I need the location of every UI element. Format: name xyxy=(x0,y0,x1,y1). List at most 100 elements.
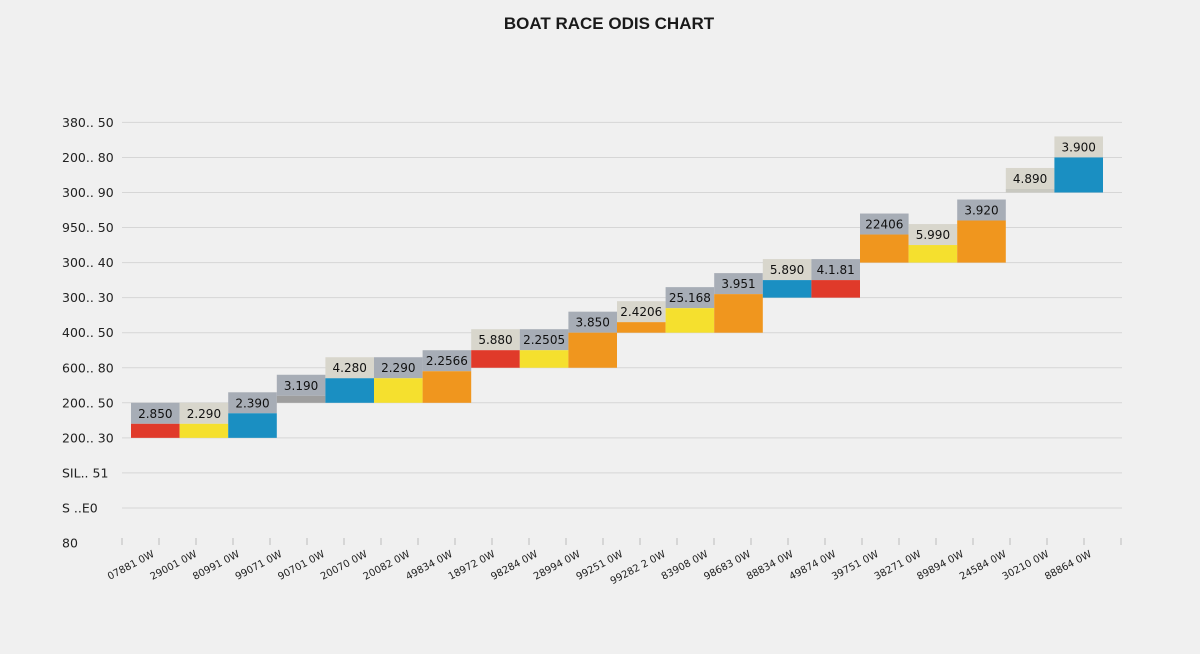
bar-body xyxy=(908,245,958,263)
bar-label-cap xyxy=(957,199,1006,221)
bar-body xyxy=(519,350,569,368)
data-label: 3.951 xyxy=(721,277,755,291)
bar: 22406 xyxy=(860,213,909,263)
x-tick-label: 99071 0W xyxy=(234,549,285,583)
bar: 3.850 xyxy=(568,311,617,368)
data-label: 2.290 xyxy=(187,407,221,421)
data-label: 3.920 xyxy=(964,204,998,218)
data-label: 3.850 xyxy=(576,316,610,330)
bar-label-cap xyxy=(422,350,472,372)
x-tick-label: 30210 0W xyxy=(1001,549,1052,583)
data-label: 2.4206 xyxy=(620,305,662,319)
bar-body xyxy=(617,322,666,333)
bar-body xyxy=(276,395,326,403)
bar-label-cap xyxy=(908,224,958,246)
data-label: 3.900 xyxy=(1062,140,1096,154)
x-tick-label: 20082 0W xyxy=(362,549,413,583)
y-tick-label: 200.. 50 xyxy=(62,395,114,410)
x-tick-label: 49834 0W xyxy=(404,549,455,583)
bar-body xyxy=(665,308,715,333)
bar: 2.2566 xyxy=(422,350,472,403)
bar: 2.290 xyxy=(179,402,229,438)
bar-label-cap xyxy=(714,273,763,295)
data-label: 4.890 xyxy=(1013,172,1047,186)
x-tick-label: 98683 0W xyxy=(702,549,753,583)
x-tick-label: 20070 0W xyxy=(319,549,370,583)
y-tick-label: 200.. 30 xyxy=(62,430,114,445)
bar-label-cap xyxy=(276,374,326,396)
bar-body xyxy=(422,371,472,403)
data-label: 4.1.81 xyxy=(817,263,855,277)
x-tick-label: 18972 0W xyxy=(447,549,498,583)
bar: 5.880 xyxy=(471,329,520,368)
bar: 2.850 xyxy=(131,402,180,438)
bar: 2.2505 xyxy=(519,329,569,368)
bar: 2.4206 xyxy=(617,301,666,333)
bar-body xyxy=(179,423,229,438)
bar-body xyxy=(811,280,860,298)
x-tick-label: 89894 0W xyxy=(915,549,966,583)
x-tick-label: 24584 0W xyxy=(958,549,1009,583)
data-label: 3.190 xyxy=(284,379,318,393)
bar: 5.890 xyxy=(762,259,812,298)
bar-label-cap xyxy=(179,402,229,424)
bar-label-cap xyxy=(374,357,423,379)
x-tick-label: 39751 0W xyxy=(830,549,881,583)
y-tick-label: 300.. 90 xyxy=(62,185,114,200)
y-axis-ticks: 80 S ..E0 SIL.. 51 200.. 30 200.. 50 600.. 80… xyxy=(62,115,114,551)
y-tick-label: SIL.. 51 xyxy=(62,465,108,480)
data-label: 25.168 xyxy=(669,291,711,305)
chart-title: BOAT RACE ODIS CHART xyxy=(504,14,715,33)
bar: 25.168 xyxy=(665,287,715,333)
y-tick-label: 300.. 40 xyxy=(62,255,114,270)
data-label: 2.390 xyxy=(235,396,269,410)
bar-label-cap xyxy=(811,259,860,281)
bar-label-cap xyxy=(617,301,666,323)
x-tick-label: 28994 0W xyxy=(532,549,583,583)
y-tick-label: 950.. 50 xyxy=(62,220,114,235)
bar: 4.890 xyxy=(1005,167,1055,193)
bar-body xyxy=(131,423,180,438)
x-tick-label: 88864 0W xyxy=(1043,549,1094,583)
data-label: 2.2505 xyxy=(523,333,565,347)
bars: 2.850 2.290 2.390 3.190 4.280 2.290 2.2566 5.88… xyxy=(131,136,1103,438)
x-tick-label: 29001 0W xyxy=(149,549,200,583)
bar-body xyxy=(471,350,520,368)
bar-label-cap xyxy=(519,329,569,351)
y-tick-label: 300.. 30 xyxy=(62,290,114,305)
bar: 3.920 xyxy=(957,199,1006,263)
bar: 4.280 xyxy=(325,357,374,403)
bar-body xyxy=(1054,157,1103,193)
bar: 3.190 xyxy=(276,374,326,403)
data-label: 2.2566 xyxy=(426,354,468,368)
data-label: 5.990 xyxy=(916,228,950,242)
bar: 5.990 xyxy=(908,224,958,263)
bar-body xyxy=(568,332,617,368)
x-tick-label: 38271 0W xyxy=(873,549,924,583)
y-tick-label: 600.. 80 xyxy=(62,360,114,375)
bar-body xyxy=(714,294,763,333)
bar: 3.951 xyxy=(714,273,763,333)
bar-body xyxy=(957,220,1006,263)
bar-label-cap xyxy=(1054,136,1103,158)
x-tick-label: 83908 0W xyxy=(660,549,711,583)
bar-label-cap xyxy=(568,311,617,333)
bar-label-cap xyxy=(665,287,715,309)
bar-label-cap xyxy=(131,402,180,424)
x-tick-label: 49874 0W xyxy=(788,549,839,583)
bar: 2.390 xyxy=(228,392,277,438)
bar-body xyxy=(228,413,277,438)
bar-label-cap xyxy=(860,213,909,235)
data-label: 2.850 xyxy=(138,407,172,421)
y-tick-label: S ..E0 xyxy=(62,500,98,515)
y-tick-label: 80 xyxy=(62,536,78,551)
data-label: 5.880 xyxy=(478,333,512,347)
y-tick-label: 380.. 50 xyxy=(62,115,114,130)
data-label: 22406 xyxy=(865,218,903,232)
bar-label-cap xyxy=(1005,167,1055,189)
bar-body xyxy=(762,280,812,298)
y-tick-label: 200.. 80 xyxy=(62,150,114,165)
bar: 3.900 xyxy=(1054,136,1103,193)
